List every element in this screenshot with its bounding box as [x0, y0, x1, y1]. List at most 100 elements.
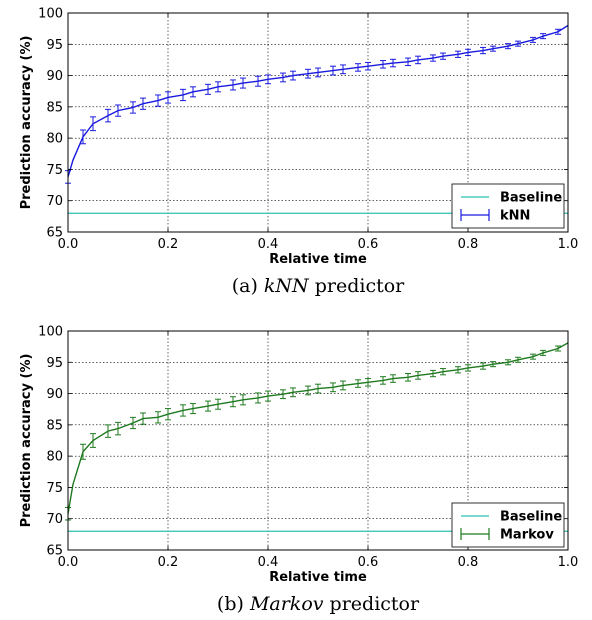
error-bar	[490, 45, 496, 52]
error-bar	[340, 380, 346, 391]
error-bar	[390, 374, 396, 383]
error-bar	[415, 55, 421, 65]
error-bar	[105, 424, 111, 438]
x-tick-label: 1.0	[558, 555, 579, 570]
error-bar	[540, 349, 546, 356]
y-tick-label: 90	[46, 69, 63, 84]
legend: Baseline Markov	[451, 502, 565, 548]
caption-prefix: (a)	[232, 275, 264, 297]
plot-frame	[67, 12, 569, 233]
legend-box	[451, 502, 565, 548]
error-bar	[515, 356, 521, 363]
x-axis-label: Relative time	[269, 252, 367, 267]
y-tick-label: 90	[46, 387, 63, 402]
error-bar	[90, 116, 96, 132]
error-bar	[465, 364, 471, 372]
error-bar	[415, 371, 421, 380]
chart-panel-b: 0.0 0.2 0.4 0.6 0.8 1.0 65 70 75 80 85 90 95 100 Relat…	[19, 325, 578, 616]
chart-panel-a: 0.0 0.2 0.4 0.6 0.8 1.0 65 70 75 80 85 90 95 100 Relat…	[19, 7, 578, 298]
x-tick-label: 0.4	[258, 555, 279, 570]
error-bar	[130, 101, 136, 114]
series-line-knn	[67, 24, 569, 178]
error-bar	[190, 403, 196, 415]
legend-box	[451, 183, 565, 229]
error-bar	[455, 50, 461, 58]
error-bar	[515, 40, 521, 47]
error-bar	[290, 387, 296, 398]
y-axis-label: Prediction accuracy (%)	[19, 354, 34, 528]
x-tick-label: 0.4	[258, 237, 279, 252]
x-tick-label: 0.0	[58, 555, 79, 570]
y-tick-label: 75	[46, 481, 63, 496]
error-bar	[555, 345, 561, 352]
error-bar	[305, 68, 311, 79]
caption-suffix: predictor	[309, 275, 405, 297]
error-bar	[455, 366, 461, 374]
error-bar	[230, 396, 236, 408]
y-tick-label: 100	[38, 7, 63, 22]
error-bar	[340, 64, 346, 75]
x-tick-label: 0.8	[458, 555, 479, 570]
error-bar	[390, 58, 396, 68]
error-bar	[80, 129, 86, 145]
error-bar	[365, 61, 371, 71]
error-bar	[105, 108, 111, 123]
error-bar	[280, 389, 286, 400]
x-tick-label: 0.6	[358, 237, 379, 252]
error-bar	[265, 74, 271, 85]
x-tick-label: 0.8	[458, 237, 479, 252]
error-bar	[330, 382, 336, 393]
error-bar	[140, 412, 146, 425]
error-bar	[290, 70, 296, 81]
panel-caption: (a) kNN predictor	[232, 275, 405, 297]
error-bar	[365, 378, 371, 387]
error-bar	[490, 361, 496, 368]
legend: Baseline kNN	[451, 183, 565, 229]
legend-baseline-label: Baseline	[500, 510, 562, 525]
caption-italic: kNN	[264, 275, 310, 297]
error-bar	[355, 379, 361, 388]
y-tick-label: 85	[46, 418, 63, 433]
error-bar	[505, 43, 511, 50]
error-bar	[380, 60, 386, 69]
error-bar	[440, 52, 446, 60]
error-bar	[505, 359, 511, 366]
error-bar	[155, 94, 161, 107]
error-bar	[530, 353, 536, 360]
x-tick-label: 0.0	[58, 237, 79, 252]
error-bar	[90, 433, 96, 448]
error-bar	[405, 373, 411, 382]
y-tick-label: 80	[46, 450, 63, 465]
error-bar	[555, 28, 561, 35]
error-bar	[215, 398, 221, 410]
error-bar	[255, 75, 261, 87]
legend-series-label: Markov	[500, 528, 554, 543]
error-bar	[80, 443, 86, 460]
error-bar	[480, 46, 486, 55]
series-line-markov	[67, 342, 569, 514]
error-bar	[205, 83, 211, 95]
x-tick-label: 0.2	[158, 555, 179, 570]
error-bar	[480, 362, 486, 370]
error-bar	[230, 79, 236, 91]
y-tick-label: 75	[46, 163, 63, 178]
legend-series-label: kNN	[500, 209, 530, 224]
error-bar	[405, 57, 411, 67]
error-bar	[330, 65, 336, 76]
legend-baseline-label: Baseline	[500, 191, 562, 206]
panel-caption: (b) Markov predictor	[217, 593, 420, 615]
plot-frame	[67, 330, 569, 551]
error-bar	[155, 411, 161, 424]
x-axis-label: Relative time	[269, 570, 367, 585]
error-bar	[465, 48, 471, 57]
error-bar	[280, 72, 286, 83]
error-bar	[165, 91, 171, 104]
error-bar	[355, 63, 361, 72]
error-bar	[180, 404, 186, 417]
caption-prefix: (b)	[217, 593, 250, 615]
error-bar	[115, 104, 121, 117]
y-tick-label: 70	[46, 512, 63, 527]
error-bar	[315, 67, 321, 78]
y-tick-label: 85	[46, 100, 63, 115]
